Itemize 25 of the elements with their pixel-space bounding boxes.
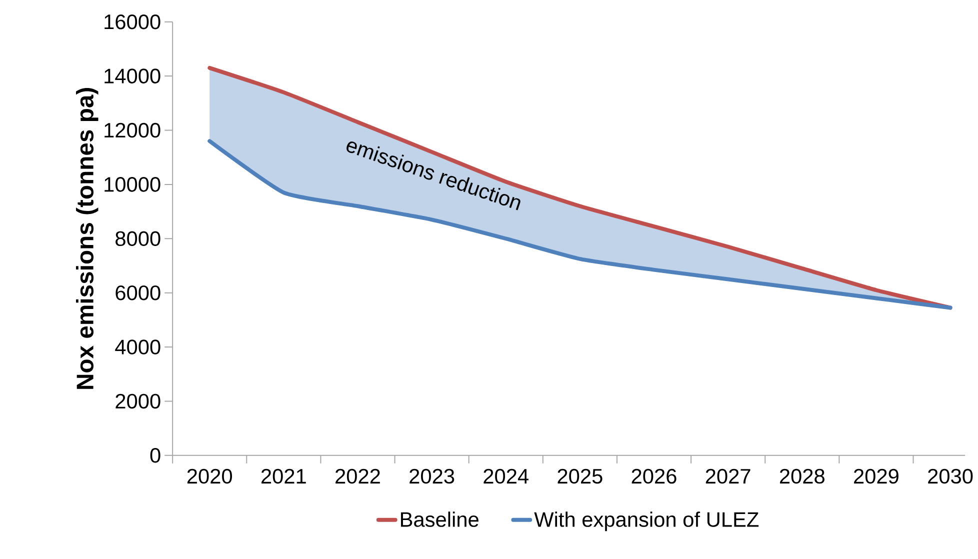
y-tick-label: 6000 [116, 286, 160, 300]
x-tick-label: 2020 [187, 468, 232, 484]
y-tick-label: 14000 [104, 68, 160, 84]
x-tick-label: 2026 [632, 468, 676, 484]
line-series [208, 66, 952, 310]
line-series [208, 139, 952, 310]
x-tick-label: 2027 [706, 468, 750, 484]
y-tick-label: 12000 [104, 122, 160, 138]
y-tick-label: 16000 [104, 14, 160, 30]
x-tick-label: 2029 [854, 468, 898, 484]
legend-label: With expansion of ULEZ [534, 512, 759, 532]
y-axis-title: Nox emissions (tonnes pa) [76, 88, 98, 389]
y-tick-label: 0 [150, 448, 160, 463]
y-tick-label: 10000 [104, 177, 160, 192]
x-tick-label: 2024 [484, 468, 528, 484]
y-tick-label: 2000 [116, 394, 160, 409]
x-tick-label: 2023 [410, 468, 454, 484]
x-tick-label: 2021 [262, 468, 306, 484]
x-tick-label: 2025 [558, 468, 602, 484]
x-tick-label: 2022 [336, 468, 380, 484]
x-tick-label: 2030 [928, 468, 973, 484]
legend-label: Baseline [401, 512, 478, 528]
y-tick-label: 4000 [115, 340, 160, 354]
x-tick-label: 2028 [780, 468, 824, 484]
y-tick-label: 8000 [116, 231, 160, 246]
